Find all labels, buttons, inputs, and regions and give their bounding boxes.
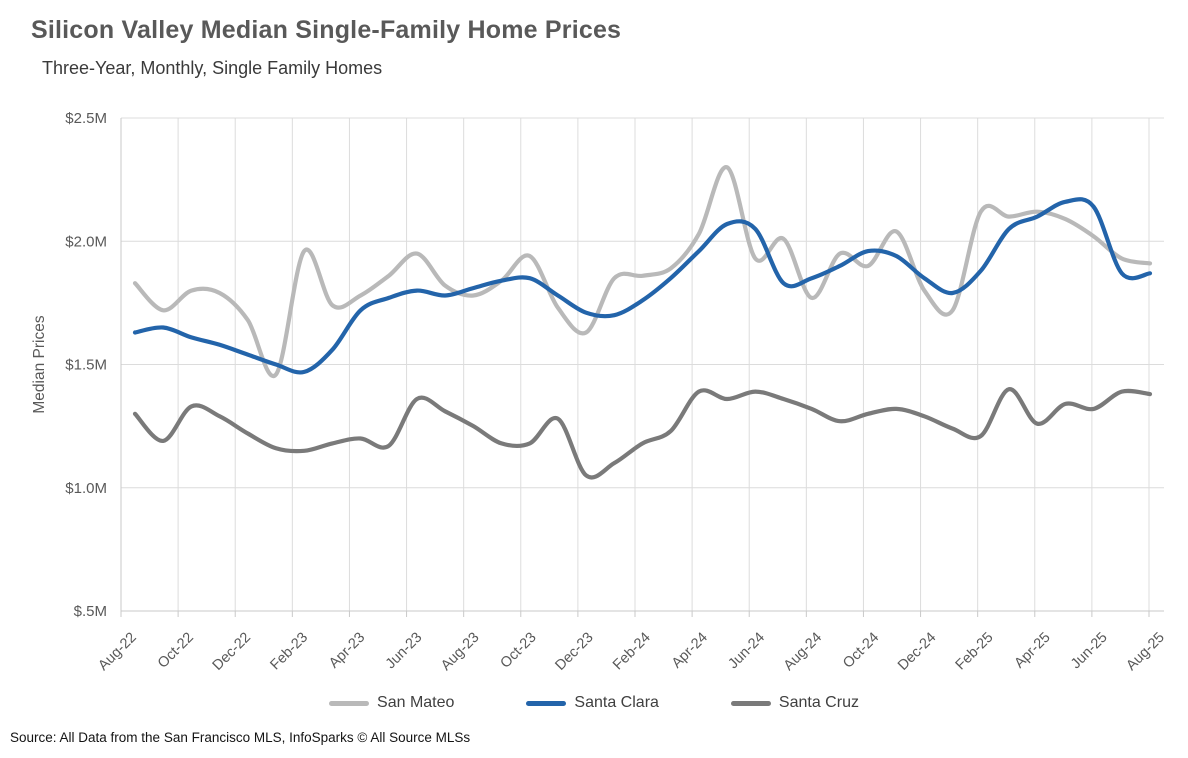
x-axis-tick-label: Aug-24 [781,630,825,674]
legend-line-swatch [730,700,771,706]
y-axis-tick-label: $2.0M [65,233,107,250]
x-axis-tick-label: Oct-24 [840,630,882,672]
x-axis-tick-label: Feb-24 [610,630,654,674]
x-axis-tick-label: Dec-22 [210,630,254,674]
chart-legend: San Mateo Santa Clara Santa Cruz [0,694,1188,712]
x-axis-tick-label: Oct-22 [155,630,197,672]
x-axis-tick-label: Jun-25 [1068,630,1111,673]
x-axis-tick-label: Feb-23 [267,630,311,674]
page-title: Silicon Valley Median Single-Family Home… [31,16,622,44]
x-axis-tick-label: Feb-25 [953,630,997,674]
x-axis-tick-label: Jun-23 [383,630,426,673]
x-axis-tick-label: Dec-24 [895,630,939,674]
x-axis-tick-label: Dec-23 [552,630,596,674]
legend-label: Santa Clara [574,694,659,711]
x-axis-tick-label: Jun-24 [725,630,768,673]
legend-item-santa-clara: Santa Clara [526,694,659,712]
santa-clara-line [132,197,1153,375]
y-axis-tick-label: $1.0M [65,480,107,497]
legend-line-swatch [526,700,567,706]
y-axis-tick-label: $.5M [74,603,107,620]
source-note: Source: All Data from the San Francisco … [10,730,471,745]
page-subtitle: Three-Year, Monthly, Single Family Homes [42,58,383,78]
san-mateo-line [132,165,1153,379]
x-axis-tick-label: Apr-25 [1012,630,1054,672]
y-axis-tick-label: $2.5M [65,110,107,127]
y-axis-title: Median Prices [31,315,48,413]
x-axis-tick-label: Apr-23 [326,630,368,672]
x-axis-tick-label: Aug-22 [95,630,139,674]
x-axis-tick-label: Oct-23 [498,630,540,672]
x-axis-tick-label: Apr-24 [669,630,711,672]
x-axis-tick-label: Aug-23 [438,630,482,674]
legend-line-swatch [329,700,370,706]
legend-label: Santa Cruz [778,694,859,711]
legend-item-santa-cruz: Santa Cruz [730,694,859,712]
legend-item-san-mateo: San Mateo [329,694,454,712]
y-axis-tick-label: $1.5M [65,357,107,374]
legend-label: San Mateo [377,694,455,711]
santa-cruz-line [132,387,1153,480]
x-axis-tick-label: Aug-25 [1123,630,1167,674]
